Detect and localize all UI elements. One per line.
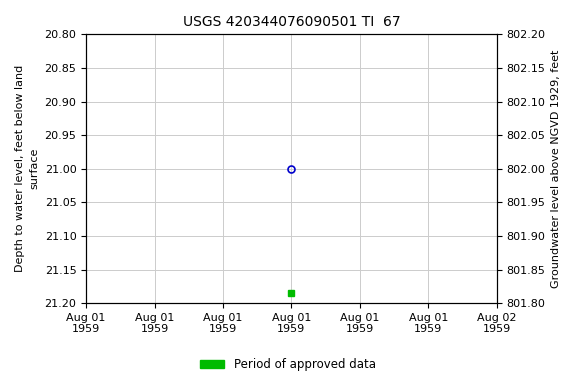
Title: USGS 420344076090501 TI  67: USGS 420344076090501 TI 67 <box>183 15 400 29</box>
Y-axis label: Groundwater level above NGVD 1929, feet: Groundwater level above NGVD 1929, feet <box>551 50 561 288</box>
Legend: Period of approved data: Period of approved data <box>196 354 380 376</box>
Y-axis label: Depth to water level, feet below land
surface: Depth to water level, feet below land su… <box>15 65 39 272</box>
